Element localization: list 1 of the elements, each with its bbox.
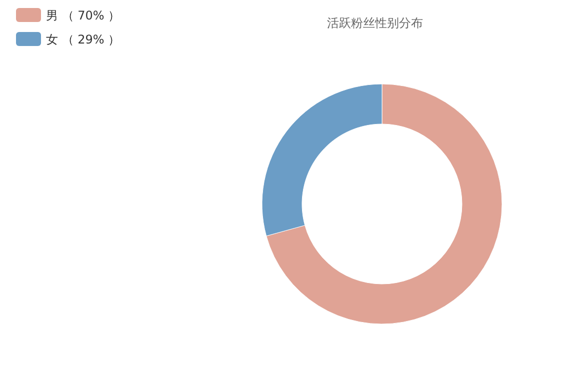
title: 活跃粉丝性别分布: [327, 16, 423, 30]
